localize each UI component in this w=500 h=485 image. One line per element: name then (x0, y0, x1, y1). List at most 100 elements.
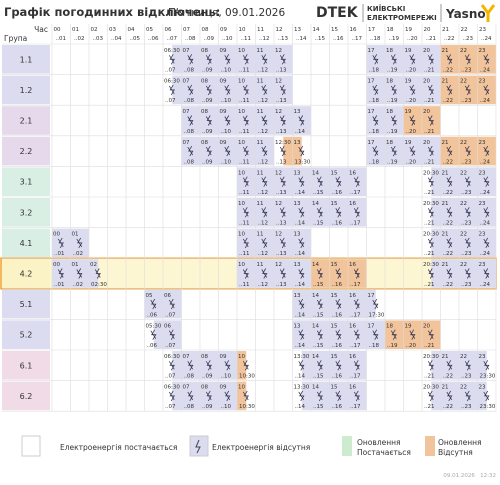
legend-icon (195, 439, 201, 454)
cell-from: 23 (479, 201, 486, 207)
cell-from: 11 (257, 201, 264, 207)
cell-from-hour: 09 (220, 354, 227, 360)
cell-to-hour: ..08 (184, 129, 195, 135)
cell-to: ..21 (424, 282, 435, 288)
cell (153, 320, 163, 349)
hour-to: ..01 (56, 36, 67, 42)
cell-to-hour: ..22 (443, 190, 454, 196)
cell-to-hour: ..09 (202, 68, 213, 74)
cell-from: 20:30 (423, 385, 439, 391)
cell-from-hour: 19 (405, 109, 412, 115)
cell-from-hour: 09 (220, 48, 227, 54)
group-name: 3.2 (20, 208, 33, 217)
cell-from-hour: 06 (164, 79, 171, 85)
cell-from: 00 (53, 262, 60, 268)
cell-from: 14 (312, 201, 319, 207)
cell-to-hour: ..08 (184, 374, 195, 380)
cell-to: ..10 (221, 68, 232, 74)
cell-from: 09 (220, 140, 227, 146)
cell-from-hour: 15 (331, 385, 338, 391)
cell-to: ..21 (424, 251, 435, 257)
cell-from-hour: 10 (238, 262, 245, 268)
cell-to-hour: ..15 (313, 374, 324, 380)
cell-to: ..22 (443, 68, 454, 74)
cell-from-hour: 21 (442, 232, 449, 238)
outage-icon (187, 115, 194, 126)
cell-from: 20:30 (423, 170, 439, 176)
outage-icon (409, 329, 416, 340)
cell-to-hour: ..18 (369, 343, 380, 349)
cell-from-hour: 23 (479, 140, 486, 146)
cell-from-hour: 13 (294, 262, 301, 268)
cell-from-hour: 22 (460, 48, 467, 54)
cell-from: 10 (238, 109, 245, 115)
cell-to: ..10 (221, 374, 232, 380)
hour-from: 21 (442, 27, 449, 33)
cell-to: ..13 (276, 282, 287, 288)
cell-from-hour: 01 (72, 262, 79, 268)
cell-to-hour: ..20 (406, 98, 417, 104)
cell-to-hour: ..24 (480, 159, 491, 165)
hour-to: ..06 (148, 36, 159, 42)
cell-from-hour: 12 (275, 262, 282, 268)
cell-half: :30 (98, 282, 107, 288)
outage-icon (242, 176, 249, 187)
hour-to: ..15 (315, 36, 326, 42)
legend-text: Електроенергія постачається (60, 443, 177, 452)
cell-to: ..14 (295, 282, 306, 288)
logo-yasno: Yasno (445, 7, 486, 21)
timestamp: 09.01.2026 12:32 (443, 473, 496, 479)
cell-to: ..07 (165, 98, 176, 104)
cell-to: ..09 (202, 129, 213, 135)
outage-icon (353, 176, 360, 187)
cell-half: :30 (301, 385, 310, 391)
cell-to: ..16 (332, 343, 343, 349)
outage-icon (205, 115, 212, 126)
cell-from: 13:30 (294, 354, 310, 360)
outage-icon (261, 84, 268, 96)
cell-to-hour: ..20 (406, 159, 417, 165)
outage-icon (261, 176, 268, 187)
cell-from: 20 (423, 79, 430, 85)
cell-to-hour: ..01 (54, 251, 65, 257)
cell (431, 167, 441, 196)
cell-to-hour: ..21 (424, 129, 435, 135)
cell-from-hour: 18 (386, 323, 393, 329)
outage-icon (242, 207, 249, 218)
cell-from-hour: 11 (257, 140, 264, 146)
cell-to: ..08 (184, 98, 195, 104)
cell-to-hour: ..10 (221, 68, 232, 74)
cell-from-hour: 23 (479, 48, 486, 54)
cell-to-hour: ..17 (350, 343, 361, 349)
hour-to: ..20 (407, 36, 418, 42)
cell-from: 21 (442, 79, 449, 85)
cell-to: ..10 (221, 159, 232, 165)
cell-from: 10 (238, 79, 245, 85)
cell-from-hour: 10 (238, 48, 245, 54)
cell-to: ..21 (424, 374, 435, 380)
cell-to-hour: ..17 (350, 190, 361, 196)
cell-to-hour: ..17 (350, 282, 361, 288)
cell-to: ..14 (295, 312, 306, 318)
group-name: 2.2 (20, 147, 33, 156)
cell-to: ..19 (387, 343, 398, 349)
cell-to-hour: ..12 (258, 190, 269, 196)
cell-from-hour: 08 (201, 354, 208, 360)
outage-icon (446, 145, 453, 157)
cell-from: 22 (460, 79, 467, 85)
cell-to: ..17 (350, 312, 361, 318)
cell-from: 14 (312, 262, 319, 268)
outage-icon (372, 115, 379, 126)
cell-from: 13 (294, 323, 301, 329)
cell-half: :30 (376, 312, 385, 318)
outage-icon (187, 145, 194, 157)
outage-icon (279, 207, 286, 218)
outage-icon (168, 360, 175, 371)
cell-to: ..24 (480, 190, 491, 196)
cell-from: 09 (220, 385, 227, 391)
outage-icon (298, 237, 305, 249)
cell-from: 08 (201, 354, 208, 360)
outage-icon (427, 176, 434, 187)
cell-from: 15 (331, 262, 338, 268)
cell-to-hour: ..13 (276, 190, 287, 196)
